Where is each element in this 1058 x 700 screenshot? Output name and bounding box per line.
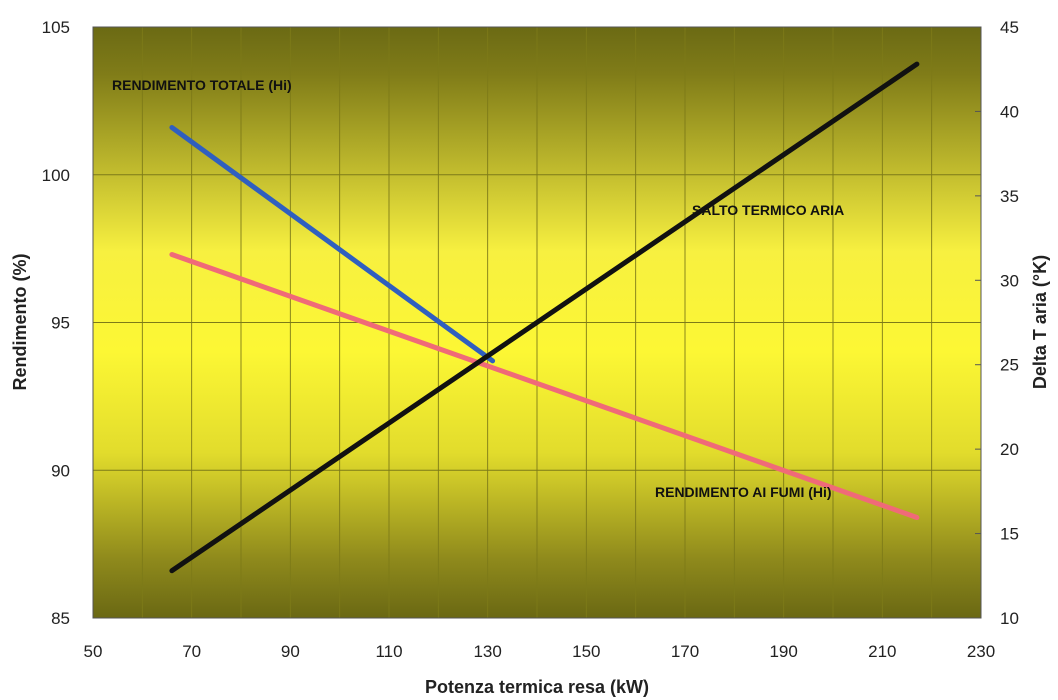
y-left-tick-label: 100 <box>42 166 70 185</box>
y-left-tick-label: 85 <box>51 609 70 628</box>
x-tick-label: 110 <box>375 642 402 661</box>
y-left-tick-label: 90 <box>51 461 70 480</box>
x-axis-title: Potenza termica resa (kW) <box>425 677 649 697</box>
y-axis-left-title: Rendimento (%) <box>10 253 30 390</box>
y-right-tick-label: 40 <box>1000 102 1019 121</box>
y-left-tick-label: 95 <box>51 314 70 333</box>
series-label-salto-termico: SALTO TERMICO ARIA <box>692 202 844 218</box>
y-right-tick-label: 25 <box>1000 356 1019 375</box>
y-right-tick-label: 20 <box>1000 440 1019 459</box>
series-label-rendimento-fumi: RENDIMENTO AI FUMI (Hi) <box>655 484 832 500</box>
x-tick-label: 150 <box>572 642 600 661</box>
series-label-rendimento-totale: RENDIMENTO TOTALE (Hi) <box>112 77 292 93</box>
grid <box>93 26 981 619</box>
y-left-tick-label: 105 <box>42 18 70 37</box>
x-tick-label: 130 <box>473 642 501 661</box>
y-right-tick-label: 35 <box>1000 187 1019 206</box>
y-right-tick-label: 15 <box>1000 525 1019 544</box>
series-line-2 <box>169 61 920 574</box>
y-axis-right-title: Delta T aria (°K) <box>1030 255 1050 389</box>
x-tick-label: 50 <box>84 642 103 661</box>
plot-frame <box>92 26 982 619</box>
x-tick-label: 70 <box>182 642 201 661</box>
x-tick-label: 190 <box>769 642 797 661</box>
y-right-tick-label: 10 <box>1000 609 1019 628</box>
x-tick-label: 230 <box>967 642 995 661</box>
x-tick-label: 90 <box>281 642 300 661</box>
series-layer <box>169 61 920 574</box>
series-line-0 <box>169 125 496 364</box>
y-right-tick-label: 45 <box>1000 18 1019 37</box>
series-line-1 <box>169 252 920 520</box>
tick-labels: 50 70 90 110 130 150 170 190 210 230 85 90 95 100 105 1… <box>42 18 1019 661</box>
x-tick-label: 210 <box>868 642 896 661</box>
x-tick-label: 170 <box>671 642 699 661</box>
y-right-tick-label: 30 <box>1000 271 1019 290</box>
